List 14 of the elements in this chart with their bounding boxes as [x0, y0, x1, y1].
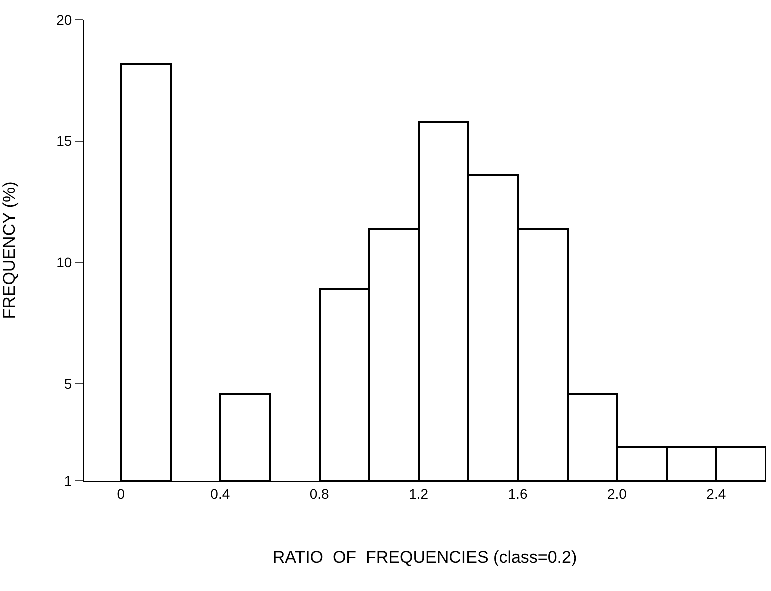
x-tick-label: 2.4 [706, 486, 726, 502]
y-tick-label: 15 [56, 133, 72, 150]
x-axis-title: RATIO OF FREQUENCIES (class=0.2) [272, 548, 578, 568]
y-tick-label: 20 [56, 12, 72, 28]
y-tick-label: 5 [64, 376, 72, 392]
x-tick-label: 0.4 [210, 486, 230, 502]
x-tick-label: 0 [117, 486, 126, 502]
y-axis-title: FREQUENCY (%) [0, 182, 19, 320]
x-tick-label: 1.6 [508, 486, 528, 502]
y-tick-label: 10 [56, 254, 72, 271]
x-tick-label: 0.8 [310, 486, 330, 502]
x-tick-label: 2.0 [607, 486, 628, 502]
y-tick-label: 1 [64, 472, 72, 489]
x-tick-label: 1.2 [409, 486, 429, 502]
